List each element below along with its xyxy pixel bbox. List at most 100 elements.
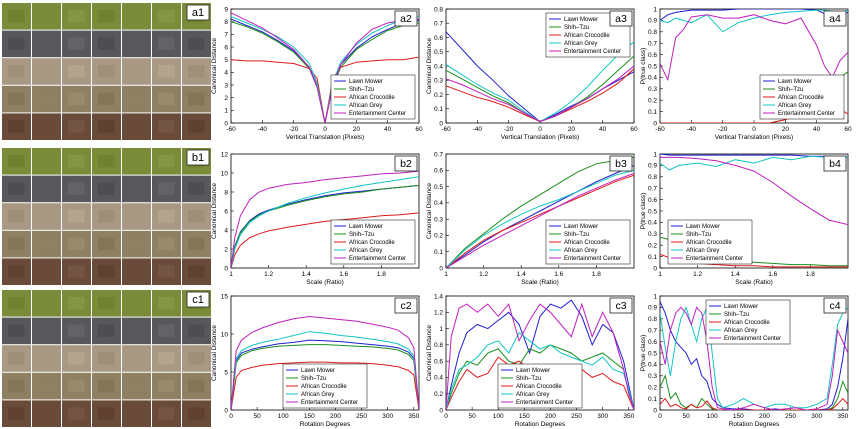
x-tick-label: 250 bbox=[356, 413, 367, 420]
thumbnail-detail bbox=[8, 92, 25, 106]
thumbnail-detail bbox=[188, 65, 205, 78]
legend-label: Shih–Tzu bbox=[564, 232, 589, 238]
thumbnail-detail bbox=[98, 120, 115, 133]
thumbnail-detail bbox=[128, 352, 145, 365]
x-axis-label: Scale (Ratio) bbox=[521, 279, 559, 286]
legend-label: African Grey bbox=[349, 103, 382, 109]
legend-label: Entertainment Center bbox=[516, 400, 573, 406]
thumbnail-detail bbox=[188, 237, 205, 251]
thumbnail-detail bbox=[38, 379, 55, 393]
y-tick-label: 0.5 bbox=[434, 184, 443, 191]
panel-tag-b3: b3 bbox=[609, 155, 633, 172]
legend-label: African Grey bbox=[564, 248, 597, 254]
thumbnail-detail bbox=[158, 265, 175, 278]
y-tick-label: 6 bbox=[224, 208, 228, 215]
thumbnail-detail bbox=[158, 379, 175, 393]
thumbnail-detail bbox=[128, 407, 145, 420]
thumbnail-detail bbox=[158, 65, 175, 78]
x-tick-label: 50 bbox=[468, 413, 476, 420]
x-tick-label: 150 bbox=[304, 413, 315, 420]
x-tick-label: -40 bbox=[473, 126, 483, 133]
y-tick-label: 0.6 bbox=[648, 52, 657, 59]
x-tick-label: 1.8 bbox=[377, 271, 386, 278]
legend-label: Entertainment Center bbox=[301, 400, 358, 406]
thumbnail-detail bbox=[68, 37, 85, 50]
legend-label: African Crocodile bbox=[724, 320, 770, 326]
x-tick-label: 60 bbox=[844, 126, 852, 133]
y-tick-label: 0 bbox=[439, 407, 443, 414]
thumbnail-detail bbox=[68, 154, 85, 168]
thumbnail-detail bbox=[128, 237, 145, 251]
panel-tag-b4: b4 bbox=[823, 155, 847, 172]
thumbnail-detail bbox=[188, 210, 205, 223]
thumbnail-grid-a1 bbox=[2, 3, 211, 140]
thumbnail-detail bbox=[8, 182, 25, 195]
thumbnail-detail bbox=[98, 65, 115, 78]
legend-label: Entertainment Center bbox=[349, 111, 406, 117]
legend-label: Lawn Mower bbox=[516, 368, 550, 374]
series-line-african-crocodile bbox=[660, 397, 848, 410]
panel-tag-c1: c1 bbox=[186, 291, 210, 308]
x-tick-label: -60 bbox=[226, 126, 236, 133]
y-tick-label: 0.1 bbox=[434, 106, 443, 113]
series-line-lawn-mower bbox=[446, 164, 634, 268]
thumbnail-detail bbox=[158, 154, 175, 168]
thumbnail-detail bbox=[158, 237, 175, 251]
panel-tag-b1: b1 bbox=[186, 149, 210, 166]
legend-label: Lawn Mower bbox=[349, 79, 383, 85]
x-tick-label: -60 bbox=[441, 126, 451, 133]
x-axis-label: Scale (Ratio) bbox=[735, 279, 773, 286]
chart-b4: 1 1.2 1.4 1.6 1.8 0 0.1 0.2 0.3 0.4 0.5 0.6 0.7 0.8 0.… bbox=[640, 151, 849, 286]
thumbnail-detail bbox=[128, 182, 145, 195]
thumbnail-detail bbox=[38, 154, 55, 168]
panel-tag-c3: c3 bbox=[609, 297, 633, 314]
legend-label: Lawn Mower bbox=[349, 224, 383, 230]
x-tick-label: 300 bbox=[382, 413, 393, 420]
thumbnail-detail bbox=[158, 407, 175, 420]
x-tick-label: 250 bbox=[785, 413, 796, 420]
y-tick-label: 2 bbox=[224, 95, 228, 102]
x-tick-label: 1.6 bbox=[768, 271, 777, 278]
thumbnail-detail bbox=[68, 182, 85, 195]
y-tick-label: 7 bbox=[224, 32, 228, 39]
thumbnail-detail bbox=[128, 92, 145, 106]
svg-text:a4: a4 bbox=[829, 13, 841, 25]
thumbnail-detail bbox=[8, 407, 25, 420]
x-tick-label: 1.2 bbox=[479, 271, 488, 278]
thumbnail-detail bbox=[128, 296, 145, 310]
series-line-shih-tzu bbox=[231, 344, 419, 410]
thumbnail-detail bbox=[158, 37, 175, 50]
y-tick-label: 0.8 bbox=[434, 342, 443, 349]
x-axis-label: Rotation Degrees bbox=[300, 421, 351, 428]
x-tick-label: -20 bbox=[718, 126, 728, 133]
thumbnail-detail bbox=[8, 324, 25, 337]
y-tick-label: 0.2 bbox=[648, 385, 657, 392]
x-tick-label: 150 bbox=[519, 413, 530, 420]
svg-text:c3: c3 bbox=[615, 300, 626, 312]
thumbnail-grid-b1 bbox=[2, 148, 211, 285]
y-tick-label: 0.7 bbox=[434, 151, 443, 158]
x-tick-label: 350 bbox=[408, 413, 419, 420]
y-tick-label: 0.3 bbox=[434, 78, 443, 85]
svg-text:c1: c1 bbox=[192, 294, 204, 306]
x-tick-label: 50 bbox=[253, 413, 261, 420]
thumbnail-detail bbox=[68, 407, 85, 420]
x-tick-label: 1 bbox=[658, 271, 662, 278]
legend-label: Shih–Tzu bbox=[516, 376, 541, 382]
chart-a4: -60 -40 -20 0 20 40 60 0 0.1 0.2 0.3 0.4 0.5 0.6 0.7 0.… bbox=[640, 6, 852, 141]
y-tick-label: 15 bbox=[221, 293, 229, 300]
x-tick-label: 1.4 bbox=[517, 271, 526, 278]
y-tick-label: 0.7 bbox=[434, 21, 443, 28]
thumbnail-detail bbox=[188, 92, 205, 106]
x-axis-label: Rotation Degrees bbox=[729, 421, 780, 428]
thumbnail-detail bbox=[98, 182, 115, 195]
chart-c2: 0 50 100 150 200 250 300 350 0 5 10 15 Rotation Degr… bbox=[211, 293, 420, 428]
x-tick-label: 250 bbox=[571, 413, 582, 420]
x-tick-label: 40 bbox=[384, 126, 392, 133]
x-tick-label: 100 bbox=[707, 413, 718, 420]
y-axis-label: Canonical Distance bbox=[426, 183, 433, 239]
thumbnail-detail bbox=[68, 92, 85, 106]
svg-text:a1: a1 bbox=[192, 7, 204, 19]
x-axis-label: Vertical Translation (Pixels) bbox=[715, 134, 793, 141]
x-tick-label: 1.2 bbox=[693, 271, 702, 278]
